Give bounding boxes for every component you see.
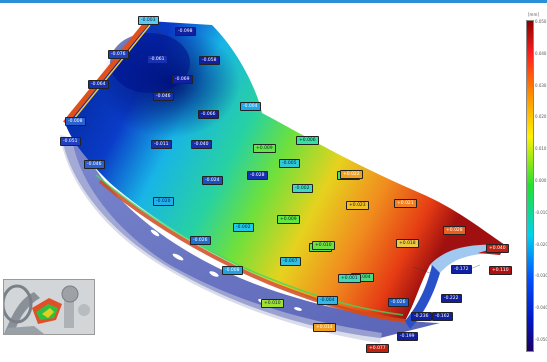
annotation-label[interactable]: -0.172 — [451, 265, 472, 274]
colorbar-tick-label: 0.040 — [535, 50, 547, 56]
annotation-label[interactable]: +0.018 — [396, 239, 419, 248]
annotation-label[interactable]: +0.010 — [312, 241, 335, 250]
annotation-label[interactable]: -0.011 — [151, 140, 172, 149]
colorbar-tick-label: 0.050 — [535, 19, 547, 24]
colorbar-tick-label: -0.020 — [535, 241, 547, 247]
annotation-label[interactable]: -0.064 — [88, 80, 109, 89]
annotation-label[interactable]: +0.023 — [346, 201, 369, 210]
annotation-label[interactable]: -0.058 — [199, 56, 220, 65]
colorbar-tick-label: 0.030 — [535, 82, 547, 88]
annotation-label[interactable]: -0.003 — [138, 16, 159, 25]
colorbar-tick-label: -0.030 — [535, 273, 547, 279]
annotation-label[interactable]: -0.007 — [280, 257, 301, 266]
annotation-label[interactable]: +0.009 — [253, 144, 276, 153]
annotation-label[interactable]: -0.098 — [175, 27, 196, 36]
annotation-label[interactable]: -0.004 — [240, 102, 261, 111]
annotation-label[interactable]: +0.010 — [261, 299, 284, 308]
colorbar-gradient — [526, 20, 534, 352]
annotation-label[interactable]: -0.222 — [441, 294, 462, 303]
annotation-label[interactable]: -0.199 — [397, 332, 418, 341]
annotation-label[interactable]: -0.069 — [172, 75, 193, 84]
annotation-label[interactable]: -0.020 — [153, 197, 174, 206]
colorbar-tick-label: -0.010 — [535, 209, 547, 215]
annotation-label[interactable]: -0.002 — [233, 223, 254, 232]
annotation-label[interactable]: +0.022 — [340, 170, 363, 179]
colorbar-tick-label: 0.010 — [535, 146, 547, 152]
annotation-label[interactable]: +0.001 — [338, 274, 361, 283]
3d-viewport[interactable]: -0.003 -0.076 -0.098 -0.064 -0.061 -0.05… — [0, 3, 547, 362]
overview-inset[interactable] — [3, 279, 95, 335]
annotation-label[interactable]: -0.162 — [432, 312, 453, 321]
annotation-label[interactable]: -0.061 — [147, 55, 168, 64]
top-accent-bar — [0, 0, 547, 3]
annotation-label[interactable]: -0.046 — [153, 92, 174, 101]
colorbar-unit: [mm] — [528, 12, 539, 17]
annotation-label[interactable]: +0.110 — [489, 266, 512, 275]
annotation-label[interactable]: -0.026 — [388, 298, 409, 307]
annotation-label[interactable]: -0.046 — [84, 160, 105, 169]
colorbar-tick-label: 0.000 — [535, 178, 547, 183]
annotation-label[interactable]: -0.066 — [198, 110, 219, 119]
annotation-label[interactable]: +0.028 — [443, 226, 466, 235]
annotation-label[interactable]: -0.040 — [191, 140, 212, 149]
lower-flange — [62, 138, 440, 338]
annotation-label[interactable]: -0.008 — [65, 117, 86, 126]
colorbar-tick-label: -0.050 — [535, 337, 547, 342]
annotation-label[interactable]: -0.024 — [202, 176, 223, 185]
annotation-label[interactable]: +0.021 — [394, 199, 417, 208]
annotation-label[interactable]: -0.005 — [279, 159, 300, 168]
annotation-label[interactable]: -0.008 — [222, 266, 243, 275]
annotation-label[interactable]: +0.014 — [313, 323, 336, 332]
annotation-label[interactable]: +0.009 — [277, 215, 300, 224]
annotation-label[interactable]: -0.236 — [411, 312, 432, 321]
annotation-label[interactable]: -0.076 — [108, 50, 129, 59]
annotation-label[interactable]: +0.040 — [486, 244, 509, 253]
annotation-label[interactable]: +0.077 — [366, 344, 389, 353]
annotation-label[interactable]: -0.004 — [317, 296, 338, 305]
annotation-label[interactable]: -0.002 — [292, 184, 313, 193]
colorbar-tick-label: 0.020 — [535, 114, 547, 120]
colorbar-tick-label: -0.040 — [535, 305, 547, 311]
overview-render — [4, 280, 94, 334]
annotation-label[interactable]: -0.051 — [60, 137, 81, 146]
annotation-label[interactable]: +0.006 — [296, 136, 319, 145]
annotation-label[interactable]: -0.028 — [247, 171, 268, 180]
annotation-label[interactable]: -0.026 — [190, 236, 211, 245]
